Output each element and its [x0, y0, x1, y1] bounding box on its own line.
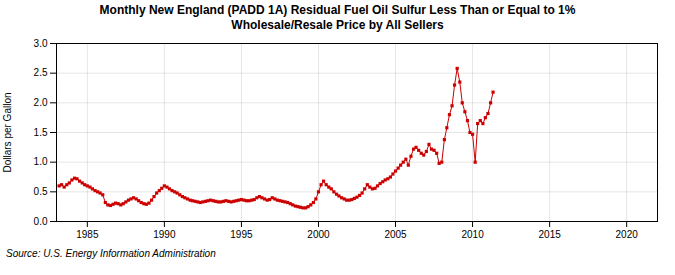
html-text:Source: U.S. Energy Informatio: Source: U.S. Energy Information Administ… [6, 248, 216, 259]
svg-text:3.0: 3.0 [34, 38, 48, 49]
svg-text:2015: 2015 [539, 229, 562, 240]
svg-text:2.0: 2.0 [34, 97, 48, 108]
svg-text:2020: 2020 [616, 229, 639, 240]
svg-text:2000: 2000 [307, 229, 330, 240]
svg-text:0.5: 0.5 [34, 186, 48, 197]
svg-text:1.5: 1.5 [34, 127, 48, 138]
svg-text:0.0: 0.0 [34, 216, 48, 227]
svg-text:1995: 1995 [230, 229, 253, 240]
svg-text:1985: 1985 [76, 229, 99, 240]
svg-text:1990: 1990 [153, 229, 176, 240]
svg-text:2010: 2010 [461, 229, 484, 240]
svg-text:1.0: 1.0 [34, 156, 48, 167]
html-text:Monthly New England (PADD 1A): Monthly New England (PADD 1A) Residual F… [99, 3, 576, 32]
svg-text:Dollars per Gallon: Dollars per Gallon [2, 92, 13, 172]
svg-text:2005: 2005 [384, 229, 407, 240]
svg-text:2.5: 2.5 [34, 67, 48, 78]
